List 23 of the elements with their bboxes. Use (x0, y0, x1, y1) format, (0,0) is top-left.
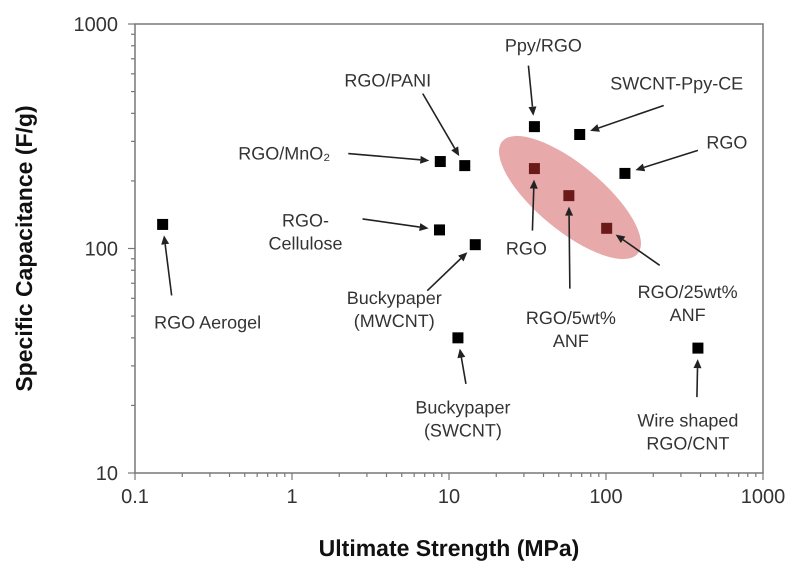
annotation: RGO/5wt% ANF (526, 308, 616, 352)
annotation: RGO- Cellulose (268, 210, 343, 254)
annotation: RGO/MnO₂ (238, 144, 330, 164)
annotation: RGO (706, 132, 748, 152)
annotation: Buckypaper (MWCNT) (346, 288, 442, 332)
annotation: RGO Aerogel (154, 312, 262, 332)
annotation: Wire shaped RGO/CNT (637, 410, 738, 454)
y-tick-label: 1000 (74, 14, 118, 36)
annotation: Ppy/RGO (504, 36, 582, 56)
y-axis-title: Specific Capacitance (F/g) (11, 105, 37, 392)
annotation: RGO (506, 238, 547, 259)
x-tick-label: 1 (286, 486, 298, 508)
annotation: SWCNT-Ppy-CE (610, 73, 744, 94)
y-tick-label: 100 (84, 238, 118, 260)
x-tick-label: 100 (589, 486, 623, 508)
annotation: Buckypaper (SWCNT) (415, 397, 510, 440)
x-tick-label: 1000 (740, 486, 786, 508)
x-tick-label: 10 (438, 486, 460, 508)
y-tick-label: 10 (96, 463, 118, 485)
annotation: RGO/25wt% ANF (638, 282, 738, 325)
x-tick-label: 0.1 (121, 486, 149, 508)
annotation: RGO/PANI (344, 70, 432, 91)
x-axis-title: Ultimate Strength (MPa) (318, 535, 580, 561)
